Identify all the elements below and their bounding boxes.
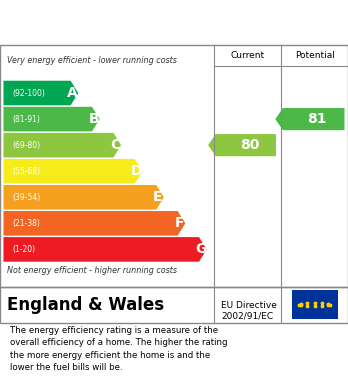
Text: C: C xyxy=(110,138,120,152)
Polygon shape xyxy=(208,134,276,156)
Text: (21-38): (21-38) xyxy=(12,219,40,228)
Text: (69-80): (69-80) xyxy=(12,141,40,150)
Polygon shape xyxy=(3,133,121,158)
Polygon shape xyxy=(3,81,78,105)
Polygon shape xyxy=(3,107,100,131)
Text: Not energy efficient - higher running costs: Not energy efficient - higher running co… xyxy=(7,265,177,274)
Text: Energy Efficiency Rating: Energy Efficiency Rating xyxy=(10,16,220,31)
Text: The energy efficiency rating is a measure of the
overall efficiency of a home. T: The energy efficiency rating is a measur… xyxy=(10,326,228,373)
Text: E: E xyxy=(153,190,163,204)
Text: Potential: Potential xyxy=(295,51,334,60)
Text: Very energy efficient - lower running costs: Very energy efficient - lower running co… xyxy=(7,56,177,65)
Text: (1-20): (1-20) xyxy=(12,245,35,254)
Polygon shape xyxy=(3,237,207,262)
Text: (92-100): (92-100) xyxy=(12,88,45,97)
Text: 2002/91/EC: 2002/91/EC xyxy=(221,311,273,320)
Text: (81-91): (81-91) xyxy=(12,115,40,124)
Text: 80: 80 xyxy=(240,138,259,152)
Text: (39-54): (39-54) xyxy=(12,193,40,202)
Bar xyxy=(292,290,338,319)
Text: A: A xyxy=(67,86,78,100)
Text: D: D xyxy=(131,164,142,178)
Polygon shape xyxy=(3,159,142,183)
Text: B: B xyxy=(88,112,99,126)
Text: (55-68): (55-68) xyxy=(12,167,40,176)
Text: Current: Current xyxy=(230,51,265,60)
Text: F: F xyxy=(175,216,184,230)
Polygon shape xyxy=(275,108,345,130)
Polygon shape xyxy=(3,185,164,210)
Text: 81: 81 xyxy=(307,112,327,126)
Text: England & Wales: England & Wales xyxy=(7,296,164,314)
Text: G: G xyxy=(195,242,206,256)
Polygon shape xyxy=(3,211,185,236)
Text: EU Directive: EU Directive xyxy=(221,301,277,310)
